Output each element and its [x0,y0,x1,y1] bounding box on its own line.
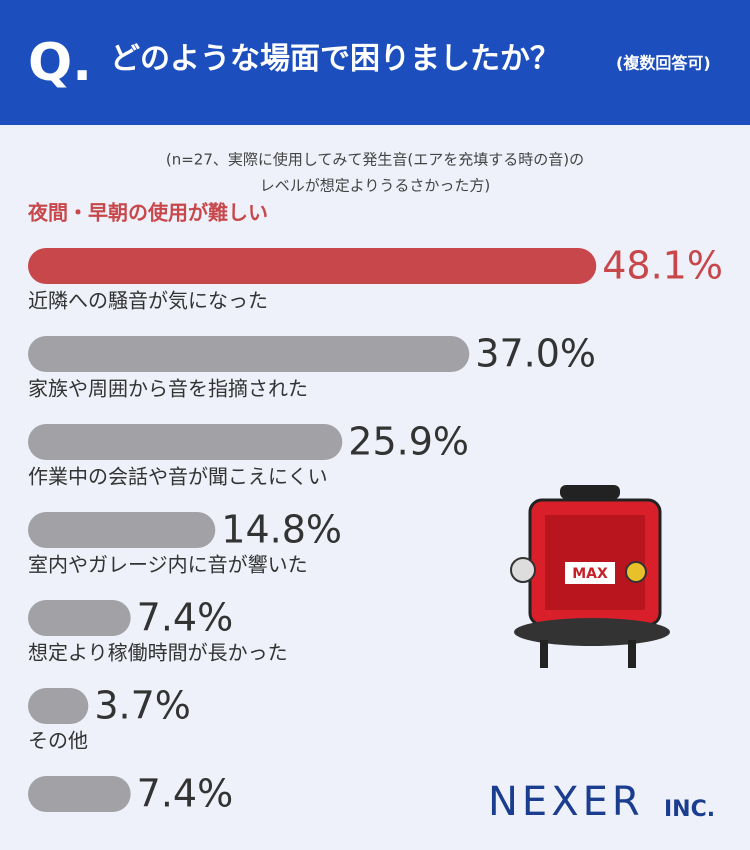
category-label: 室内やガレージ内に音が響いた [28,553,308,577]
bar [28,512,216,548]
bar [28,424,343,460]
bar [28,336,470,372]
value-label: 48.1% [602,244,723,288]
chart-title: どのような場面で困りましたか？ [110,42,560,77]
value-label: 7.4% [137,772,234,816]
category-label: 作業中の会話や音が聞こえにくい [28,465,328,489]
illustration-label: MAX [572,566,608,582]
value-label: 37.0% [475,332,596,376]
logo: NEXER [488,779,644,825]
category-label: その他 [28,729,88,753]
subtitle: (n=27、実際に使用してみて発生音(エアを充填する時の音)の [166,151,584,169]
bar [28,248,597,284]
category-label: 近隣への騒音が気になった [28,289,268,313]
value-label: 7.4% [137,596,234,640]
value-label: 14.8% [221,508,342,552]
category-label: 夜間・早朝の使用が難しい [27,201,268,225]
bar [28,776,131,812]
category-label: 家族や周囲から音を指摘された [28,377,308,401]
category-label: 想定より稼働時間が長かった [28,641,288,665]
question-mark: Q. [28,33,92,93]
compressor-illustration: MAX [510,485,670,668]
header [0,0,750,125]
value-label: 25.9% [348,420,469,464]
title-note: (複数回答可) [616,54,711,73]
bar [28,600,131,636]
value-label: 3.7% [94,684,191,728]
bar [28,688,89,724]
subtitle: レベルが想定よりうるさかった方) [260,177,491,195]
logo-suffix: INC. [664,797,715,822]
